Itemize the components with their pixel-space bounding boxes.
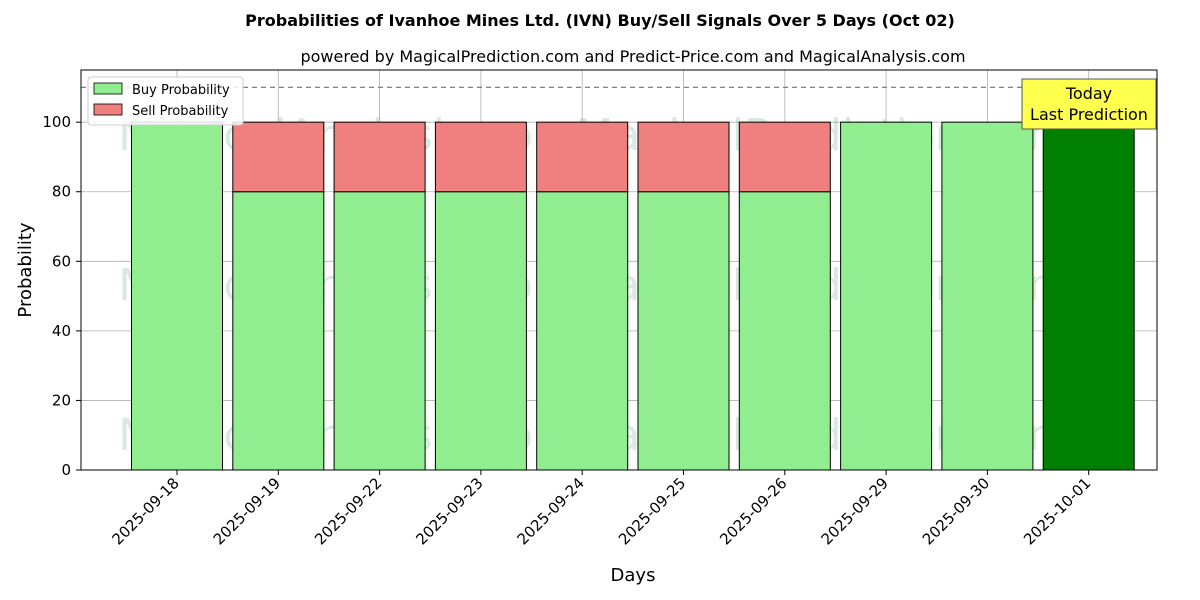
bar-sell-2025-09-23 bbox=[434, 121, 527, 193]
legend-swatch-buy bbox=[93, 82, 123, 95]
bar-buy-2025-09-19 bbox=[232, 191, 325, 471]
bars bbox=[131, 121, 1135, 471]
y-tick-label: 0 bbox=[61, 461, 71, 479]
y-tick-label: 40 bbox=[52, 322, 71, 340]
y-axis: 0 20 40 60 80 100 bbox=[42, 113, 81, 479]
x-tick-label: 2025-09-29 bbox=[818, 474, 892, 548]
y-tick-label: 100 bbox=[42, 113, 71, 131]
annotation-box bbox=[1021, 78, 1157, 130]
y-tick-label: 80 bbox=[52, 183, 71, 201]
x-tick-label: 2025-09-19 bbox=[210, 474, 284, 548]
y-tick-label: 60 bbox=[52, 252, 71, 270]
annotation-line-2: Last Prediction bbox=[1030, 105, 1148, 124]
legend-box bbox=[87, 76, 244, 126]
bar-sell-2025-09-24 bbox=[536, 121, 629, 193]
legend-swatch-sell bbox=[93, 103, 123, 116]
legend-label-sell: Sell Probability bbox=[132, 104, 229, 119]
today-annotation: Today Last Prediction bbox=[1021, 78, 1157, 130]
annotation-line-1: Today bbox=[1065, 84, 1112, 103]
x-axis: 2025-09-18 2025-09-19 2025-09-22 2025-09-23… bbox=[108, 470, 1095, 548]
chart-title: Probabilities of Ivanhoe Mines Ltd. (IVN… bbox=[245, 11, 955, 30]
bar-sell-2025-09-22 bbox=[333, 121, 426, 193]
y-tick-label: 20 bbox=[52, 391, 71, 409]
x-axis-label: Days bbox=[611, 565, 656, 586]
x-tick-label: 2025-10-01 bbox=[1020, 474, 1094, 548]
plot-frame bbox=[80, 69, 1158, 471]
x-tick-label: 2025-09-24 bbox=[514, 474, 588, 548]
x-tick-label: 2025-09-23 bbox=[412, 474, 486, 548]
legend: Buy Probability Sell Probability bbox=[87, 76, 244, 126]
bar-sell-2025-09-19 bbox=[232, 121, 325, 193]
bar-buy-2025-09-26 bbox=[738, 191, 831, 471]
bar-buy-2025-09-30 bbox=[941, 121, 1034, 471]
bar-buy-2025-09-18 bbox=[131, 121, 223, 471]
x-tick-label: 2025-09-26 bbox=[716, 474, 790, 548]
x-tick-label: 2025-09-25 bbox=[615, 474, 689, 548]
x-tick-label: 2025-09-18 bbox=[108, 474, 182, 548]
y-axis-label: Probability bbox=[15, 222, 36, 317]
bar-sell-2025-09-26 bbox=[738, 121, 831, 193]
bar-buy-2025-09-25 bbox=[637, 191, 730, 471]
bar-buy-2025-09-23 bbox=[434, 191, 527, 471]
x-tick-label: 2025-09-22 bbox=[311, 474, 385, 548]
legend-label-buy: Buy Probability bbox=[132, 83, 230, 98]
bar-buy-2025-09-29 bbox=[840, 121, 933, 471]
chart-subtitle: powered by MagicalPrediction.com and Pre… bbox=[300, 47, 965, 66]
x-tick-label: 2025-09-30 bbox=[919, 474, 993, 548]
bar-buy-2025-09-24 bbox=[536, 191, 629, 471]
bar-buy-2025-09-22 bbox=[333, 191, 426, 471]
bar-buy-2025-10-01 bbox=[1042, 121, 1135, 471]
bar-sell-2025-09-25 bbox=[637, 121, 730, 193]
